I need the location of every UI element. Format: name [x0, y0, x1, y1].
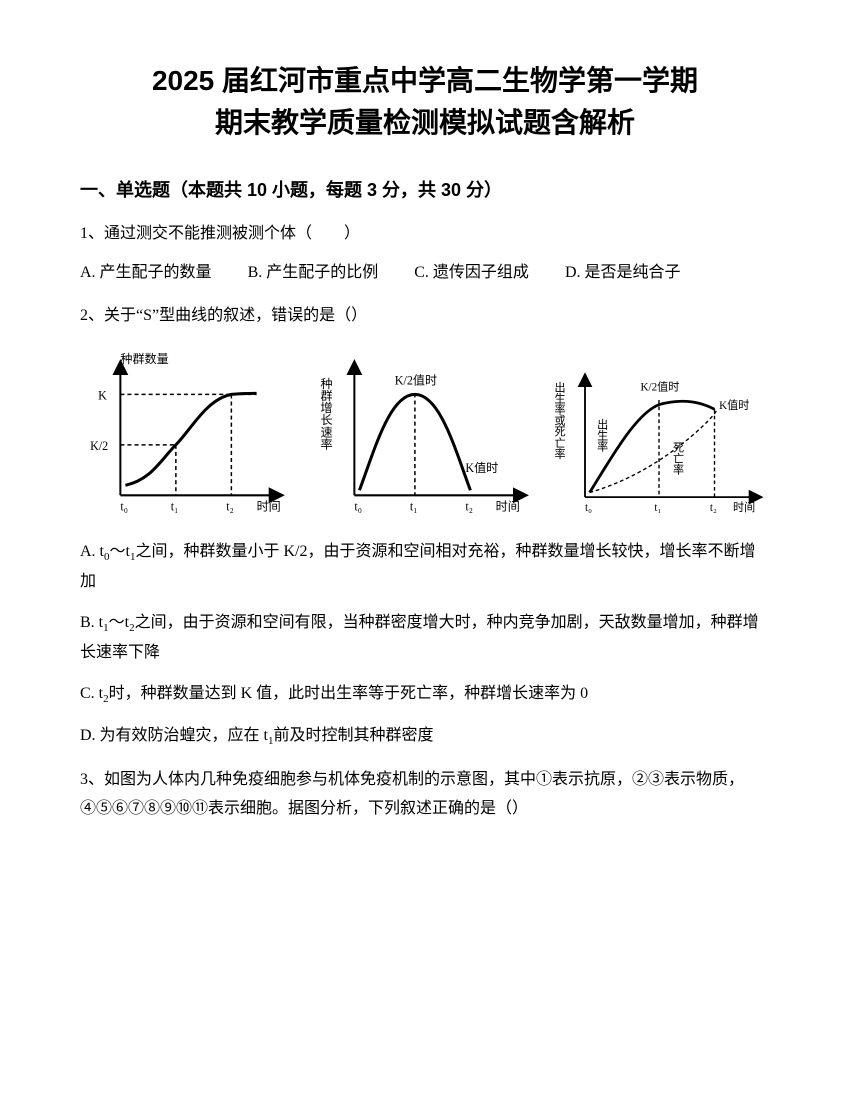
c2-t2: t₂: [465, 499, 473, 513]
c2-t1: t₁: [410, 499, 418, 513]
q2-option-d: D. 为有效防治蝗灾，应在 t1前及时控制其种群密度: [80, 722, 770, 752]
c2-k: K值时: [465, 460, 498, 475]
c3-k: K值时: [719, 399, 749, 412]
q2-option-c: C. t2时，种群数量达到 K 值，此时出生率等于死亡率，种群增长速率为 0: [80, 680, 770, 710]
question-3: 3、如图为人体内几种免疫细胞参与机体免疫机制的示意图，其中①表示抗原，②③表示物…: [80, 766, 770, 824]
q1-option-c: C. 遗传因子组成: [414, 259, 529, 288]
chart-growth-rate: 种群增长速率 K/2值时 K值时 t₀ t₁ t₂ 时间: [314, 349, 536, 521]
question-1: 1、通过测交不能推测被测个体（ ） A. 产生配子的数量 B. 产生配子的比例 …: [80, 220, 770, 288]
c2-xlabel: 时间: [496, 499, 520, 513]
c1-t0: t₀: [120, 499, 128, 513]
c3-t1: t₁: [654, 502, 661, 514]
q1-option-a: A. 产生配子的数量: [80, 259, 212, 288]
c3-t0: t₀: [585, 502, 592, 514]
q1-option-d: D. 是否是纯合子: [565, 259, 681, 288]
c1-k2: K/2: [90, 439, 108, 453]
q1-option-b: B. 产生配子的比例: [248, 259, 379, 288]
q2-option-b: B. t1～t2之间，由于资源和空间有限，当种群密度增大时，种内竞争加剧，天敌数…: [80, 609, 770, 668]
exam-title: 2025 届红河市重点中学高二生物学第一学期 期末教学质量检测模拟试题含解析: [80, 60, 770, 144]
c1-ylabel: 种群数量: [120, 351, 168, 366]
question-2: 2、关于“S”型曲线的叙述，错误的是（） 种群数量 K K/2 t₀ t₁ t₂…: [80, 302, 770, 752]
q2-stem: 2、关于“S”型曲线的叙述，错误的是（）: [80, 302, 770, 331]
q1-options: A. 产生配子的数量 B. 产生配子的比例 C. 遗传因子组成 D. 是否是纯合…: [80, 259, 770, 288]
c1-t1: t₁: [171, 499, 179, 513]
chart-birth-death: 出生率或死亡率 出生率 死亡率 K/2值时 K值时 t₀ t₁ t₂ 时间: [548, 363, 770, 520]
q2-option-a: A. t0～t1之间，种群数量小于 K/2，由于资源和空间相对充裕，种群数量增长…: [80, 538, 770, 597]
q3-stem: 3、如图为人体内几种免疫细胞参与机体免疫机制的示意图，其中①表示抗原，②③表示物…: [80, 766, 770, 824]
title-line-1: 2025 届红河市重点中学高二生物学第一学期: [152, 65, 698, 96]
c3-xlabel: 时间: [733, 501, 755, 514]
c2-k2: K/2值时: [395, 372, 437, 387]
c3-k2: K/2值时: [641, 381, 680, 394]
c1-xlabel: 时间: [257, 499, 281, 513]
chart-s-curve: 种群数量 K K/2 t₀ t₁ t₂ 时间: [80, 349, 302, 521]
c3-ylabel: 出生率或死亡率: [553, 380, 566, 460]
c1-t2: t₂: [226, 499, 234, 513]
c3-death: 死亡率: [672, 442, 685, 476]
c2-t0: t₀: [354, 499, 362, 513]
section-1-heading: 一、单选题（本题共 10 小题，每题 3 分，共 30 分）: [80, 174, 770, 206]
c3-birth: 出生率: [596, 417, 609, 452]
c2-ylabel: 种群增长速率: [319, 377, 333, 450]
q1-stem: 1、通过测交不能推测被测个体（ ）: [80, 220, 770, 249]
c1-k: K: [98, 388, 107, 402]
q2-charts: 种群数量 K K/2 t₀ t₁ t₂ 时间 种群增长速率: [80, 349, 770, 521]
c3-t2: t₂: [710, 502, 717, 514]
title-line-2: 期末教学质量检测模拟试题含解析: [215, 107, 635, 138]
